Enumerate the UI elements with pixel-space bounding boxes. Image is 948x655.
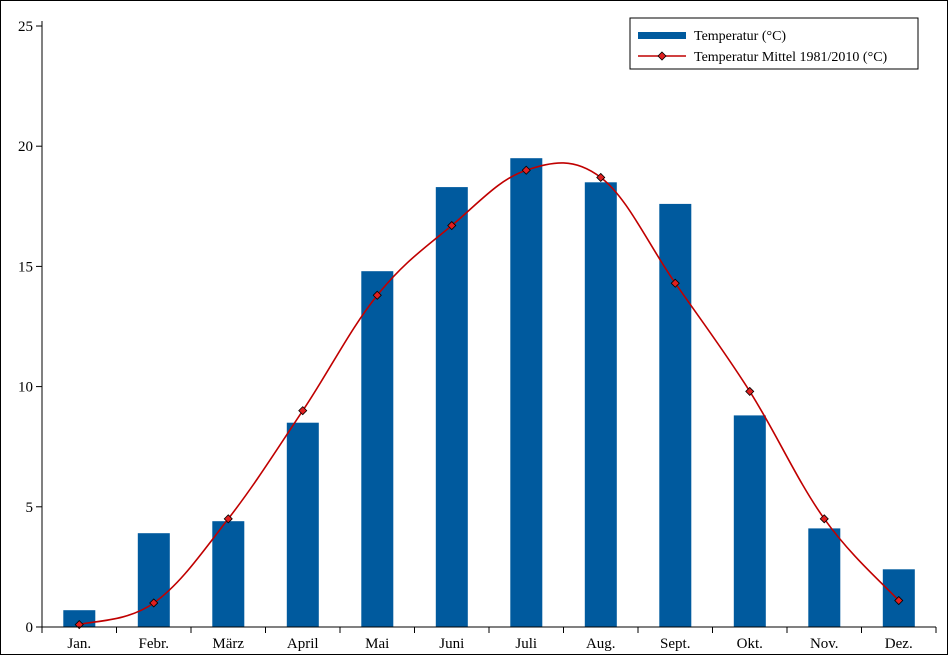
x-tick-label: Juli bbox=[515, 636, 537, 652]
y-tick-label: 20 bbox=[18, 139, 33, 155]
x-ticks: Jan. Febr. März April Mai Juni Juli Aug. Sept. Ok… bbox=[41, 627, 937, 652]
legend: Temperatur (°C) Temperatur Mittel 1981/2… bbox=[629, 17, 919, 70]
y-tick-label: 15 bbox=[18, 259, 33, 275]
bar-8 bbox=[584, 182, 617, 628]
legend-label-mittel: Temperatur Mittel 1981/2010 (°C) bbox=[694, 50, 888, 65]
legend-box bbox=[629, 17, 919, 70]
line-marker-7 bbox=[521, 165, 531, 175]
y-tick-label: 0 bbox=[26, 620, 34, 636]
x-tick-label: Jan. bbox=[67, 636, 91, 652]
x-tick-label: Dez. bbox=[885, 636, 913, 652]
line-marker-9 bbox=[670, 278, 680, 288]
bar-3 bbox=[212, 521, 245, 627]
bar-6 bbox=[435, 187, 468, 627]
bar-5 bbox=[361, 271, 394, 627]
x-tick-label: März bbox=[212, 636, 244, 652]
axes bbox=[41, 21, 936, 628]
line-series bbox=[74, 162, 904, 630]
bar-2 bbox=[137, 533, 170, 627]
line-marker-4 bbox=[298, 406, 308, 416]
y-ticks: 0 5 10 15 20 25 bbox=[18, 19, 42, 636]
legend-label-temperatur: Temperatur (°C) bbox=[694, 29, 786, 44]
bar-11 bbox=[808, 528, 841, 627]
x-tick-label: Aug. bbox=[586, 636, 616, 652]
line-marker-12 bbox=[894, 595, 904, 606]
x-tick-label: Mai bbox=[365, 636, 389, 652]
legend-diamond-marker bbox=[657, 51, 667, 61]
x-tick-label: Okt. bbox=[737, 636, 763, 652]
bar-9 bbox=[659, 203, 692, 627]
x-tick-label: April bbox=[287, 636, 319, 652]
legend-bar-swatch bbox=[638, 32, 686, 39]
line-marker-8 bbox=[596, 172, 606, 183]
line-marker-6 bbox=[447, 220, 457, 231]
x-tick-label: Sept. bbox=[660, 636, 690, 652]
line-marker-5 bbox=[372, 290, 382, 300]
bar-4 bbox=[286, 422, 319, 627]
line-marker-11 bbox=[819, 514, 829, 524]
line-path bbox=[79, 162, 900, 626]
line-marker-2 bbox=[149, 598, 159, 608]
line-marker-3 bbox=[223, 514, 233, 524]
y-tick-label: 25 bbox=[18, 19, 33, 35]
y-tick-label: 5 bbox=[26, 500, 34, 516]
bar-7 bbox=[510, 158, 543, 627]
x-tick-label: Nov. bbox=[810, 636, 839, 652]
x-tick-label: Febr. bbox=[139, 636, 169, 652]
line-marker-10 bbox=[745, 386, 755, 396]
x-tick-label: Juni bbox=[439, 636, 464, 652]
y-tick-label: 10 bbox=[18, 380, 33, 396]
bar-series bbox=[63, 158, 915, 628]
bar-10 bbox=[733, 415, 766, 627]
